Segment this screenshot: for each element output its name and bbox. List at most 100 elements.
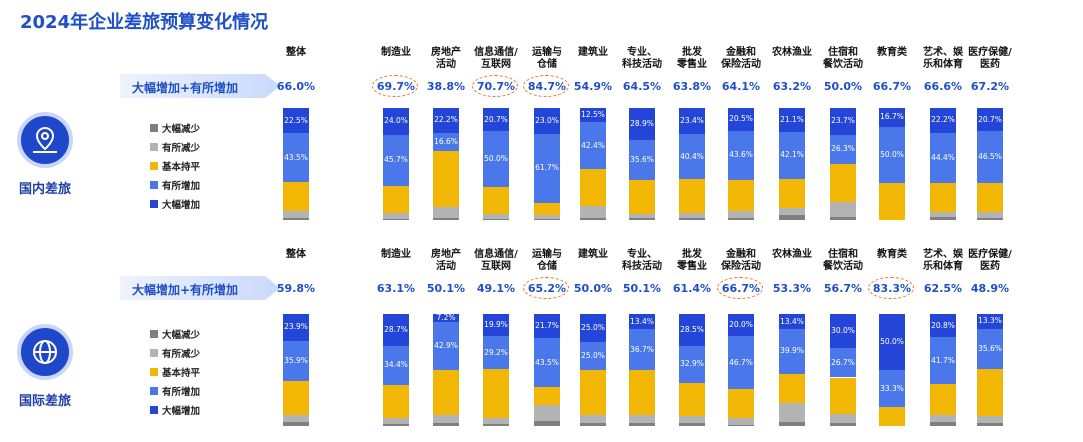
category-label: 艺术、娱 乐和体育 [923,249,963,272]
bar-segment [483,108,509,132]
segment-label: 20.0% [729,320,753,330]
summary-value: 38.8% [426,80,466,93]
bar-segment [830,347,856,378]
bar-segment [283,217,309,220]
bar-segment [483,314,509,337]
category-label: 医疗保健/ 医药 [968,249,1012,272]
bar-segment [433,322,459,371]
segment-label: 25.0% [581,351,605,360]
bar-segment [679,134,705,180]
bar-segment [433,207,459,218]
segment-label: 16.6% [434,137,458,147]
segment-label: 50.0% [880,149,904,159]
panel-label: 国内差旅 [18,182,71,197]
legend-swatch [150,406,158,414]
bar-segment [830,377,856,415]
segment-label: 29.2% [484,347,508,357]
bar-segment [879,182,905,220]
segment-label: 21.1% [780,114,804,124]
segment-label: 50.0% [880,337,904,346]
segment-label: 32.9% [680,359,704,369]
bar-segment [629,217,655,220]
segment-label: 23.4% [680,116,704,126]
globe-icon [33,340,57,364]
segment-label: 43.5% [284,152,308,162]
category-label: 信息通信/ 互联网 [474,249,518,272]
bar-segment [383,346,409,385]
segment-label: 23.9% [284,322,308,332]
segment-label: 22.2% [931,115,955,125]
bar-segment [534,202,560,216]
bar-segment [779,402,805,422]
bar-segment [383,218,409,220]
bar-segment [930,216,956,220]
bar-segment [679,382,705,417]
summary-value: 53.3% [772,282,812,295]
category-label: 制造业 [381,47,411,58]
bar-segment [779,314,805,329]
segment-label: 46.5% [978,152,1002,162]
segment-label: 45.7% [384,155,408,165]
legend-swatch [150,330,158,338]
bar-segment [779,421,805,426]
bar-segment [629,180,655,214]
segment-label: 20.7% [978,114,1002,124]
segment-label: 25.0% [581,323,605,332]
summary-label: 大幅增加+有所增加 [132,283,239,297]
legend-label: 大幅减少 [162,330,201,341]
bar-segment [779,214,805,220]
summary-value: 66.7% [872,80,912,93]
summary-value: 67.2% [970,80,1010,93]
bar-segment [629,213,655,218]
bar-segment [483,418,509,424]
legend-swatch [150,200,158,208]
bar-segment [383,314,409,347]
segment-label: 13.4% [780,316,804,326]
segment-label: 22.5% [284,115,308,125]
panel-label: 国际差旅 [18,394,71,409]
highlight-circle [523,277,569,299]
segment-label: 13.3% [978,316,1002,326]
bar-segment [779,131,805,179]
bar-segment [830,216,856,220]
bar-segment [629,422,655,426]
segment-label: 42.9% [434,341,458,351]
bar-segment [534,218,560,220]
bar-segment [283,108,309,134]
segment-label: 23.0% [535,115,559,125]
legend-swatch [150,124,158,132]
legend-swatch [150,162,158,170]
category-label: 建筑业 [578,249,608,260]
highlight-circle [523,75,569,97]
segment-label: 30.0% [831,325,855,335]
highlight-circle [868,277,914,299]
summary-value: 48.9% [970,282,1010,295]
bar-segment [977,131,1003,184]
segment-label: 35.6% [978,343,1002,353]
bar-segment [679,108,705,135]
bar-segment [283,314,309,341]
bar-segment [879,126,905,183]
bar-segment [383,134,409,187]
segment-label: 20.5% [729,114,753,124]
category-label: 整体 [286,47,306,58]
legend-label: 大幅增加 [162,406,201,417]
segment-label: 7.2% [436,313,456,323]
segment-label: 12.5% [581,110,605,119]
bar-segment [779,329,805,374]
bar-segment [830,202,856,217]
legend-label: 有所减少 [162,143,201,154]
summary-value: 63.1% [376,282,416,295]
segment-label: 22.2% [434,115,458,125]
summary-value: 49.1% [476,282,516,295]
bar-segment [728,424,754,426]
category-label: 农林渔业 [772,47,812,58]
segment-label: 35.9% [284,355,308,365]
bar-segment [483,336,509,369]
summary-value: 54.9% [573,80,613,93]
segment-label: 20.7% [484,114,508,124]
bar-segment [629,140,655,181]
bar-segment [930,422,956,426]
bar-segment [580,342,606,370]
